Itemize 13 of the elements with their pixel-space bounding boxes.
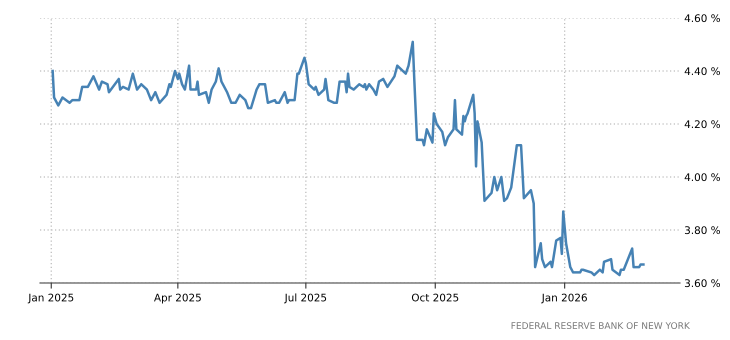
line-series xyxy=(51,40,645,276)
x-tick-label: Jul 2025 xyxy=(284,293,326,304)
y-tick-label: 4.00 % xyxy=(684,173,720,182)
text: FEDERAL RESERVE BANK OF NEW YORK xyxy=(512,322,690,330)
x-tick-label: Jan 2026 xyxy=(541,294,587,304)
y-tick-label: 3.60 % xyxy=(684,279,720,288)
y-tick-label: 3.80 % xyxy=(684,226,720,234)
x-tick-label: Jan 2025 xyxy=(28,294,74,304)
y-tick-label: 4.40 % xyxy=(684,67,720,76)
x-tick-label: Oct 2025 xyxy=(412,294,458,302)
y-tick-label: 4.60 % xyxy=(684,14,720,22)
x-tick-label: Apr 2025 xyxy=(154,294,201,304)
y-tick-label: 4.20 % xyxy=(684,120,720,128)
